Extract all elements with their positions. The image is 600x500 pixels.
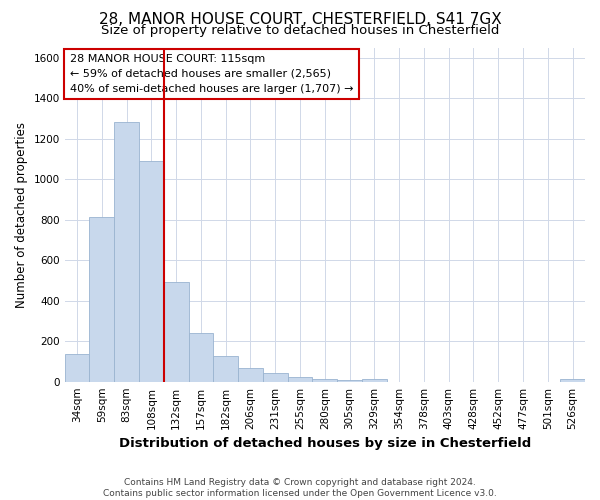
Bar xyxy=(263,372,287,382)
Bar xyxy=(560,379,585,382)
Text: Size of property relative to detached houses in Chesterfield: Size of property relative to detached ho… xyxy=(101,24,499,37)
Bar xyxy=(214,356,238,382)
Bar xyxy=(287,376,313,382)
Bar xyxy=(89,216,114,382)
Bar xyxy=(362,379,387,382)
Bar xyxy=(238,368,263,382)
Y-axis label: Number of detached properties: Number of detached properties xyxy=(15,122,28,308)
Text: Contains HM Land Registry data © Crown copyright and database right 2024.
Contai: Contains HM Land Registry data © Crown c… xyxy=(103,478,497,498)
Bar xyxy=(65,354,89,382)
Bar xyxy=(313,378,337,382)
X-axis label: Distribution of detached houses by size in Chesterfield: Distribution of detached houses by size … xyxy=(119,437,531,450)
Bar xyxy=(139,161,164,382)
Text: 28 MANOR HOUSE COURT: 115sqm
← 59% of detached houses are smaller (2,565)
40% of: 28 MANOR HOUSE COURT: 115sqm ← 59% of de… xyxy=(70,54,353,94)
Bar xyxy=(164,282,188,382)
Text: 28, MANOR HOUSE COURT, CHESTERFIELD, S41 7GX: 28, MANOR HOUSE COURT, CHESTERFIELD, S41… xyxy=(98,12,502,28)
Bar xyxy=(188,333,214,382)
Bar xyxy=(114,122,139,382)
Bar xyxy=(337,380,362,382)
